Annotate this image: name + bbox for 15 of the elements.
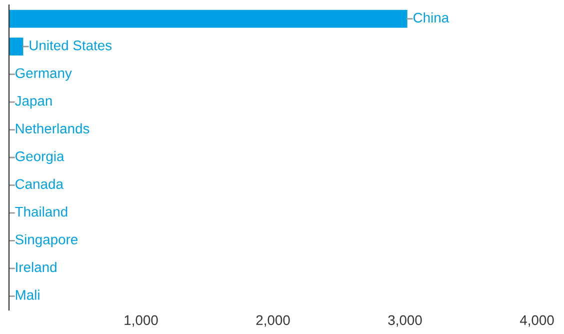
- y-tick-label: Mali: [16, 290, 40, 300]
- y-tick-label: Japan: [15, 96, 52, 109]
- y-tick-label: Thailand: [15, 206, 68, 217]
- y-tick-label: Germany: [16, 68, 72, 81]
- x-tick-label: 4,000: [520, 315, 554, 327]
- y-tick-label: Georgia: [16, 151, 64, 164]
- x-tick-label: 2,000: [256, 315, 290, 327]
- x-tick-label: 3,000: [388, 315, 422, 327]
- y-tick-label: Canada: [16, 178, 64, 189]
- y-tick-label: Netherlands: [16, 123, 90, 134]
- y-tick-label: Singapore: [15, 234, 78, 248]
- y-tick-label: China: [413, 12, 450, 23]
- y-tick-label: United States: [30, 40, 112, 50]
- x-tick-label: 1,000: [124, 315, 158, 327]
- y-tick-label: Ireland: [16, 262, 56, 272]
